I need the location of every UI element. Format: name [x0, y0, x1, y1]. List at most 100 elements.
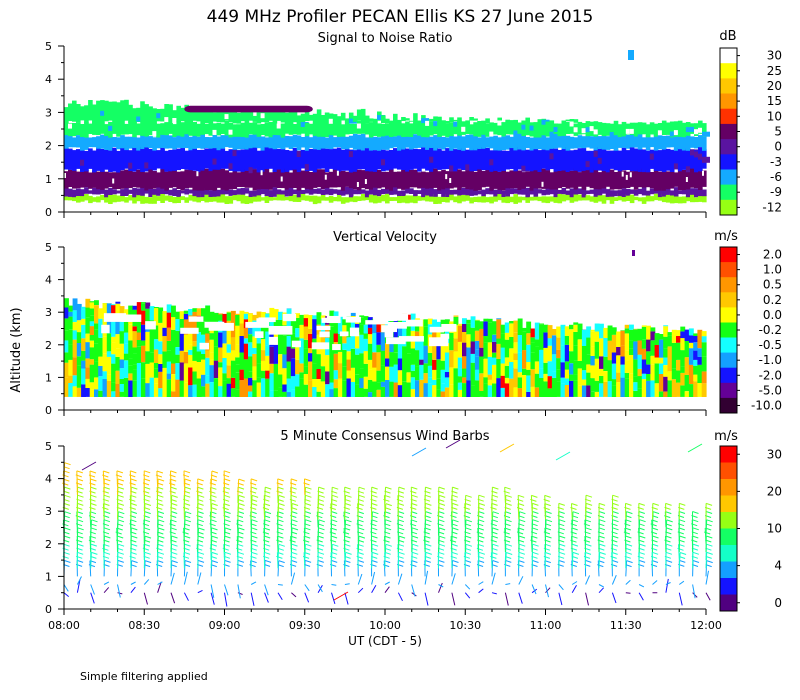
- snr-cell: [352, 150, 358, 172]
- velocity-cell: [363, 339, 369, 352]
- wind-barb: [316, 511, 319, 528]
- snr-cell: [501, 150, 506, 171]
- snr-cell: [140, 187, 145, 196]
- snr-cell: [76, 104, 81, 123]
- wind-barb: [210, 470, 213, 487]
- velocity-cell: [132, 364, 138, 370]
- snr-cell: [264, 194, 270, 203]
- wind-barb: [209, 511, 212, 528]
- wind-barb: [371, 511, 373, 528]
- velocity-cell: [333, 347, 339, 354]
- snr-cell: [152, 108, 157, 124]
- snr-cell: [433, 147, 438, 169]
- snr-cell: [116, 171, 121, 190]
- snr-cell: [220, 109, 226, 123]
- velocity-cell: [192, 371, 198, 385]
- velocity-cell: [256, 377, 262, 383]
- snr-cell: [164, 195, 169, 201]
- velocity-cell: [171, 374, 176, 392]
- wind-barb-flag: [318, 486, 325, 490]
- wind-barb-flag: [184, 560, 192, 563]
- snr-cell: [368, 188, 374, 195]
- wind-barb-flag: [303, 539, 310, 543]
- wind-barb-flag: [131, 560, 138, 564]
- snr-cell: [348, 169, 354, 189]
- wind-barb-flag: [652, 502, 659, 506]
- velocity-cell: [517, 352, 523, 373]
- wind-barb-flag: [692, 535, 699, 539]
- x-tick-label: 10:30: [449, 619, 481, 632]
- wind-barb: [250, 592, 255, 606]
- snr-cell: [208, 108, 214, 125]
- snr-cell: [445, 194, 450, 203]
- wind-barb: [130, 581, 136, 585]
- snr-cell: [308, 137, 314, 148]
- velocity-cell: [616, 382, 621, 397]
- snr-cell: [621, 121, 627, 137]
- wind-barb-flag: [438, 559, 445, 563]
- snr-cell: [525, 187, 530, 198]
- velocity-cell: [235, 357, 241, 365]
- velocity-cell: [226, 383, 232, 397]
- velocity-cell: [269, 346, 275, 364]
- wind-barb: [237, 584, 241, 599]
- velocity-cell: [415, 366, 420, 381]
- velocity-cell: [136, 346, 142, 363]
- velocity-cell: [573, 374, 579, 381]
- velocity-cell: [427, 383, 433, 397]
- snr-cell: [681, 196, 687, 204]
- wind-barb: [544, 495, 546, 512]
- velocity-cell: [402, 328, 407, 338]
- wind-barb: [544, 527, 546, 544]
- wind-barb-flag: [183, 564, 191, 567]
- velocity-panel-title: Vertical Velocity: [333, 230, 437, 245]
- snr-cell: [533, 170, 539, 189]
- snr-cell: [677, 134, 683, 150]
- wind-barb-flag: [451, 564, 458, 567]
- velocity-cell: [444, 352, 450, 358]
- wind-barb: [183, 560, 186, 577]
- snr-cell: [312, 113, 318, 124]
- snr-cell: [477, 148, 482, 170]
- snr-cell: [284, 197, 290, 201]
- colorbar-label: 2.0: [763, 248, 782, 262]
- snr-cell: [385, 193, 390, 204]
- velocity-cell: [654, 363, 660, 372]
- wind-barb: [197, 527, 199, 544]
- velocity-cell: [260, 312, 266, 323]
- velocity-cell: [265, 313, 271, 321]
- velocity-cell: [141, 324, 146, 341]
- wind-barb-flag: [130, 502, 137, 506]
- snr-cell: [609, 190, 615, 197]
- wind-barb: [598, 584, 604, 588]
- velocity-cell: [539, 324, 544, 339]
- wind-barb-flag: [117, 519, 125, 523]
- snr-cell: [80, 159, 88, 166]
- wind-barb-flag: [543, 531, 551, 535]
- velocity-cell: [440, 344, 446, 361]
- wind-barb: [357, 503, 359, 520]
- snr-cell: [204, 137, 209, 148]
- wind-barb-flag: [532, 543, 539, 547]
- velocity-cell: [136, 317, 142, 333]
- snr-cell: [441, 187, 446, 197]
- snr-cell: [340, 149, 346, 171]
- snr-cell: [296, 150, 302, 173]
- wind-barb: [464, 592, 471, 599]
- velocity-cell: [667, 335, 673, 347]
- snr-cell: [304, 170, 310, 189]
- wind-barb-flag: [583, 539, 591, 543]
- snr-cell: [389, 169, 394, 191]
- wind-barb-flag: [504, 535, 512, 539]
- snr-cell: [80, 196, 85, 202]
- snr-cell: [641, 149, 647, 173]
- wind-barb: [451, 519, 453, 536]
- wind-barb-flag: [543, 547, 551, 551]
- velocity-cell: [556, 369, 562, 382]
- velocity-cell: [248, 391, 253, 397]
- snr-cell: [284, 112, 290, 125]
- colorbar-label: -9: [770, 185, 782, 199]
- snr-cell: [256, 112, 262, 124]
- y-tick-label: 4: [45, 473, 52, 486]
- velocity-cell: [149, 306, 155, 321]
